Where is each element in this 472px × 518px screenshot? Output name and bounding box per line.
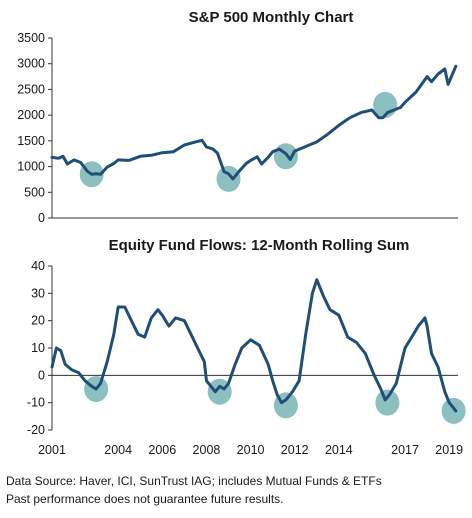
flows-x-tick-label: 2004 bbox=[104, 443, 132, 457]
sp500-y-tick-label: 3500 bbox=[17, 31, 45, 45]
sp500-y-tick-label: 1500 bbox=[17, 134, 45, 148]
performance-disclaimer: Past performance does not guarantee futu… bbox=[6, 492, 284, 506]
sp500-highlight-marker bbox=[273, 143, 298, 170]
flows-y-tick-label: 30 bbox=[31, 286, 45, 300]
fund-flows-chart-title: Equity Fund Flows: 12-Month Rolling Sum bbox=[109, 237, 410, 254]
flows-x-tick-label: 2019 bbox=[435, 443, 463, 457]
fund-flows-chart: Equity Fund Flows: 12-Month Rolling Sum … bbox=[27, 237, 466, 457]
flows-highlight-marker bbox=[441, 397, 466, 424]
sp500-series-line bbox=[50, 64, 458, 181]
sp500-y-tick-label: 2000 bbox=[17, 108, 45, 122]
flows-y-tick-label: -10 bbox=[27, 396, 45, 410]
flows-x-tick-label: 2014 bbox=[325, 443, 353, 457]
sp500-y-tick-label: 3000 bbox=[17, 57, 45, 71]
sp500-y-tick-label: 0 bbox=[38, 211, 45, 225]
flows-series-line bbox=[50, 278, 458, 413]
flows-x-tick-label: 2010 bbox=[237, 443, 265, 457]
sp500-y-tick-label: 2500 bbox=[17, 82, 45, 96]
flows-y-tick-label: 10 bbox=[31, 341, 45, 355]
flows-y-tick-label: 0 bbox=[38, 368, 45, 382]
sp500-y-tick-label: 500 bbox=[24, 185, 45, 199]
flows-x-tick-label: 2001 bbox=[38, 443, 66, 457]
flows-x-tick-label: 2012 bbox=[281, 443, 309, 457]
flows-x-tick-label: 2008 bbox=[193, 443, 221, 457]
sp500-chart: S&P 500 Monthly Chart 0 500 1000 1500 2000 25… bbox=[17, 9, 458, 225]
sp500-y-tick-label: 1000 bbox=[17, 160, 45, 174]
flows-x-tick-label: 2017 bbox=[391, 443, 419, 457]
flows-y-tick-label: 40 bbox=[31, 259, 45, 273]
sp500-highlight-marker bbox=[216, 165, 241, 192]
data-source-note: Data Source: Haver, ICI, SunTrust IAG; i… bbox=[6, 474, 382, 488]
flows-y-tick-label: 20 bbox=[31, 314, 45, 328]
flows-highlight-marker bbox=[375, 389, 400, 416]
sp500-chart-title: S&P 500 Monthly Chart bbox=[189, 9, 354, 26]
flows-x-tick-label: 2006 bbox=[148, 443, 176, 457]
flows-y-tick-label: -20 bbox=[27, 423, 45, 437]
